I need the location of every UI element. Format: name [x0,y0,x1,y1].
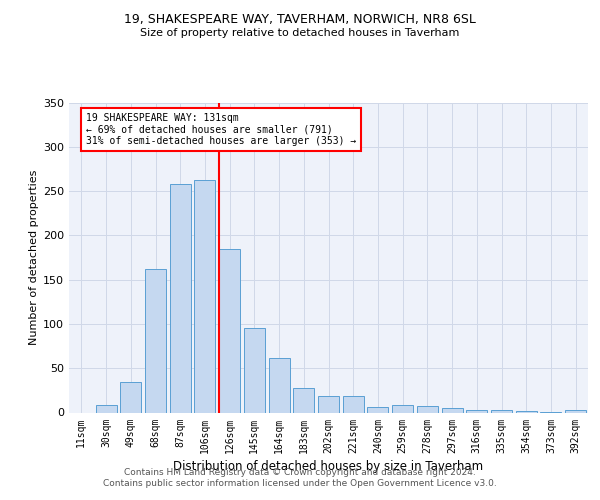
Bar [170,184,191,412]
Bar [219,248,240,412]
Bar [95,406,116,412]
Bar [194,180,215,412]
Bar [343,396,364,412]
Bar [293,388,314,412]
Bar [417,406,438,412]
Bar [392,404,413,412]
Bar [516,410,537,412]
Bar [466,410,487,412]
Bar [145,269,166,412]
Bar [442,408,463,412]
X-axis label: Distribution of detached houses by size in Taverham: Distribution of detached houses by size … [173,460,484,472]
Bar [120,382,141,412]
Text: 19 SHAKESPEARE WAY: 131sqm
← 69% of detached houses are smaller (791)
31% of sem: 19 SHAKESPEARE WAY: 131sqm ← 69% of deta… [86,113,356,146]
Text: Contains HM Land Registry data © Crown copyright and database right 2024.
Contai: Contains HM Land Registry data © Crown c… [103,468,497,487]
Text: Size of property relative to detached houses in Taverham: Size of property relative to detached ho… [140,28,460,38]
Y-axis label: Number of detached properties: Number of detached properties [29,170,39,345]
Bar [244,328,265,412]
Bar [318,396,339,412]
Bar [565,410,586,412]
Bar [269,358,290,412]
Bar [367,407,388,412]
Text: 19, SHAKESPEARE WAY, TAVERHAM, NORWICH, NR8 6SL: 19, SHAKESPEARE WAY, TAVERHAM, NORWICH, … [124,12,476,26]
Bar [491,410,512,412]
